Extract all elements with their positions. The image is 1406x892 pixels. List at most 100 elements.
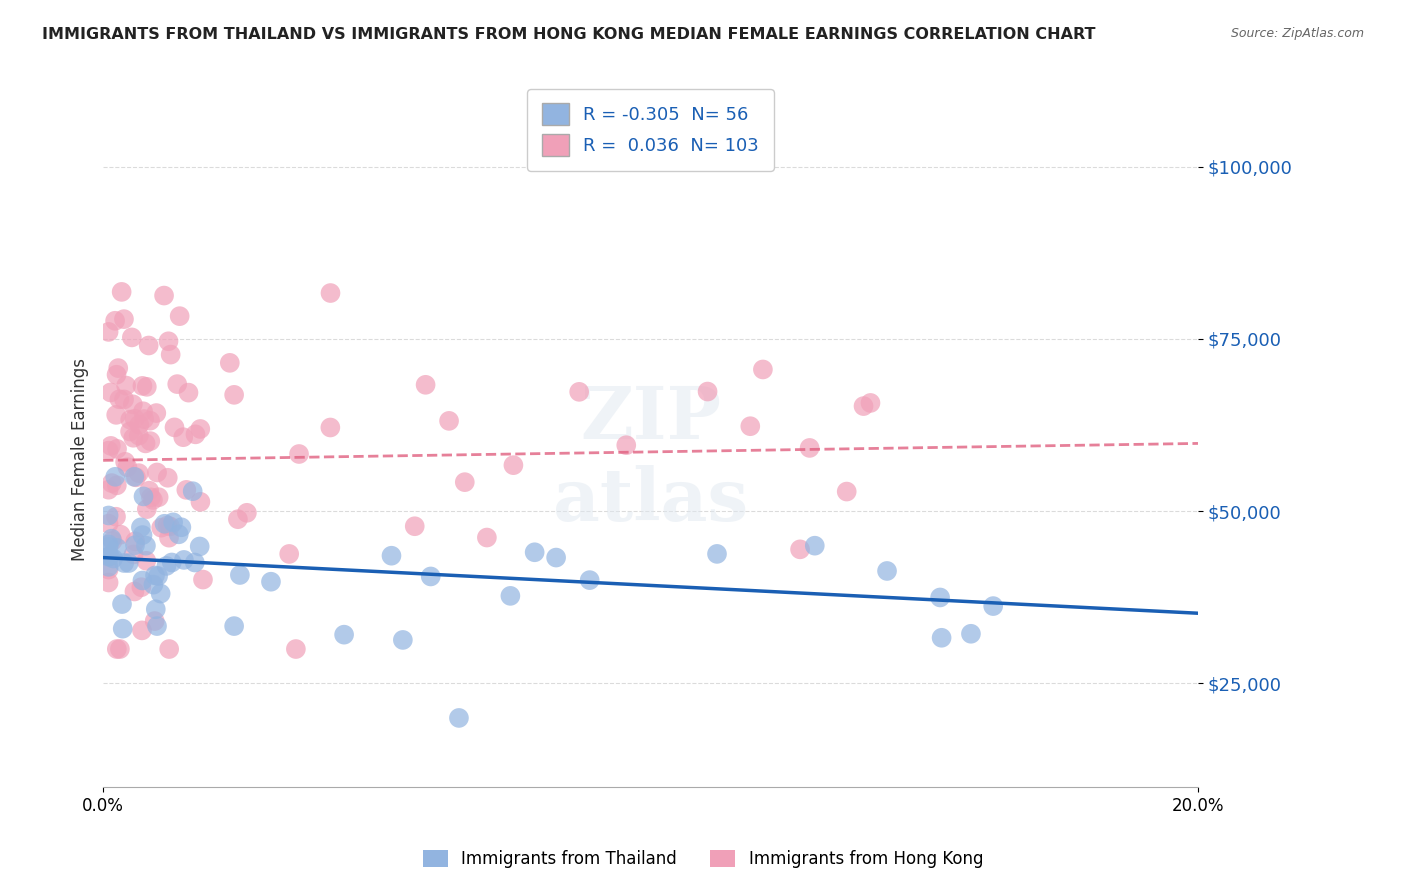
Point: [124, 584, 146, 599]
Text: ZIP
atlas: ZIP atlas: [553, 383, 748, 536]
Point: [181, 484, 204, 499]
Point: [124, 470, 146, 484]
Point: [224, 619, 246, 633]
Point: [696, 384, 718, 399]
Point: [135, 380, 157, 394]
Point: [105, 642, 128, 657]
Point: [799, 441, 821, 455]
Point: [740, 419, 762, 434]
Point: [128, 466, 150, 480]
Point: [229, 568, 252, 582]
Point: [876, 564, 898, 578]
Point: [97, 443, 120, 458]
Point: [454, 475, 477, 490]
Point: [157, 642, 180, 657]
Point: [97, 563, 120, 577]
Point: [380, 549, 402, 563]
Point: [157, 334, 180, 349]
Point: [859, 396, 882, 410]
Point: [404, 519, 426, 533]
Point: [142, 492, 165, 507]
Point: [190, 495, 212, 509]
Point: [392, 632, 415, 647]
Point: [122, 548, 145, 562]
Point: [169, 309, 191, 323]
Point: [143, 568, 166, 582]
Point: [125, 470, 148, 484]
Point: [139, 491, 162, 505]
Point: [124, 538, 146, 552]
Point: [447, 711, 470, 725]
Point: [153, 288, 176, 302]
Point: [132, 490, 155, 504]
Point: [108, 642, 131, 657]
Point: [546, 550, 568, 565]
Point: [98, 549, 121, 563]
Point: [103, 551, 125, 566]
Point: [224, 388, 246, 402]
Point: [184, 427, 207, 442]
Point: [804, 539, 827, 553]
Point: [131, 379, 153, 393]
Point: [132, 404, 155, 418]
Point: [166, 377, 188, 392]
Point: [173, 553, 195, 567]
Point: [288, 447, 311, 461]
Point: [111, 597, 134, 611]
Point: [319, 420, 342, 434]
Point: [226, 512, 249, 526]
Point: [159, 348, 181, 362]
Point: [156, 471, 179, 485]
Point: [135, 539, 157, 553]
Point: [789, 542, 811, 557]
Point: [114, 455, 136, 469]
Point: [167, 527, 190, 541]
Point: [100, 532, 122, 546]
Point: [177, 385, 200, 400]
Point: [960, 626, 983, 640]
Point: [931, 631, 953, 645]
Point: [112, 392, 135, 407]
Point: [706, 547, 728, 561]
Point: [148, 490, 170, 504]
Point: [184, 556, 207, 570]
Point: [97, 483, 120, 497]
Point: [128, 428, 150, 442]
Point: [97, 540, 120, 554]
Point: [156, 518, 179, 533]
Point: [105, 442, 128, 456]
Point: [138, 483, 160, 498]
Point: [124, 534, 146, 549]
Point: [139, 434, 162, 449]
Point: [159, 519, 181, 533]
Y-axis label: Median Female Earnings: Median Female Earnings: [72, 358, 89, 561]
Point: [333, 628, 356, 642]
Point: [112, 556, 135, 570]
Point: [105, 478, 128, 492]
Point: [176, 483, 198, 497]
Point: [149, 586, 172, 600]
Point: [415, 377, 437, 392]
Point: [260, 574, 283, 589]
Point: [122, 431, 145, 445]
Point: [578, 573, 600, 587]
Point: [121, 397, 143, 411]
Point: [129, 520, 152, 534]
Legend: Immigrants from Thailand, Immigrants from Hong Kong: Immigrants from Thailand, Immigrants fro…: [416, 843, 990, 875]
Point: [105, 408, 128, 422]
Point: [118, 556, 141, 570]
Point: [97, 508, 120, 523]
Point: [146, 569, 169, 583]
Text: Source: ZipAtlas.com: Source: ZipAtlas.com: [1230, 27, 1364, 40]
Point: [568, 384, 591, 399]
Text: IMMIGRANTS FROM THAILAND VS IMMIGRANTS FROM HONG KONG MEDIAN FEMALE EARNINGS COR: IMMIGRANTS FROM THAILAND VS IMMIGRANTS F…: [42, 27, 1095, 42]
Point: [120, 412, 142, 426]
Point: [97, 516, 120, 531]
Point: [97, 325, 120, 339]
Point: [155, 558, 177, 573]
Point: [105, 541, 128, 555]
Point: [134, 412, 156, 426]
Point: [97, 549, 120, 564]
Point: [124, 411, 146, 425]
Point: [614, 438, 637, 452]
